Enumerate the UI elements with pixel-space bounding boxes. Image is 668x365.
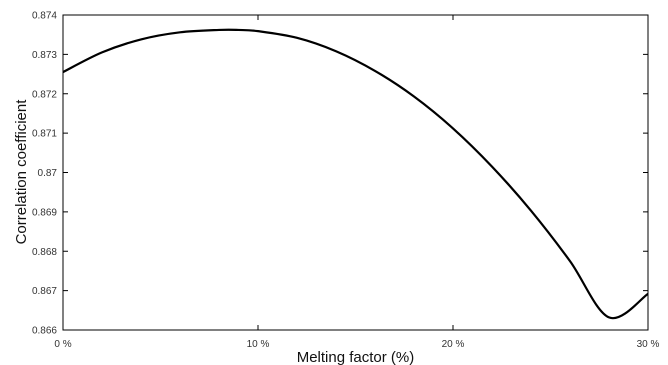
y-tick-label: 0.866 (32, 326, 57, 337)
x-tick-label: 0 % (54, 339, 71, 350)
y-axis-title: Correlation coefficient (13, 99, 30, 245)
y-tick-label: 0.868 (32, 247, 57, 258)
x-tick-label: 10 % (247, 339, 270, 350)
x-axis: 0 % 10 % 20 % 30 % (54, 15, 660, 350)
y-tick-label: 0.872 (32, 89, 57, 100)
x-tick-label: 30 % (637, 339, 660, 350)
y-tick-label: 0.874 (32, 11, 57, 22)
y-axis: 0.866 0.867 0.868 0.869 0.87 0.871 0.872 0.873 0… (32, 11, 648, 337)
x-tick-label: 20 % (442, 339, 465, 350)
y-tick-label: 0.869 (32, 207, 57, 218)
y-tick-label: 0.867 (32, 286, 57, 297)
y-tick-label: 0.87 (38, 168, 58, 179)
series-line (62, 28, 649, 320)
y-tick-label: 0.871 (32, 129, 57, 140)
plot-area (62, 14, 649, 331)
x-axis-title: Melting factor (%) (297, 349, 415, 365)
y-tick-label: 0.873 (32, 50, 57, 61)
